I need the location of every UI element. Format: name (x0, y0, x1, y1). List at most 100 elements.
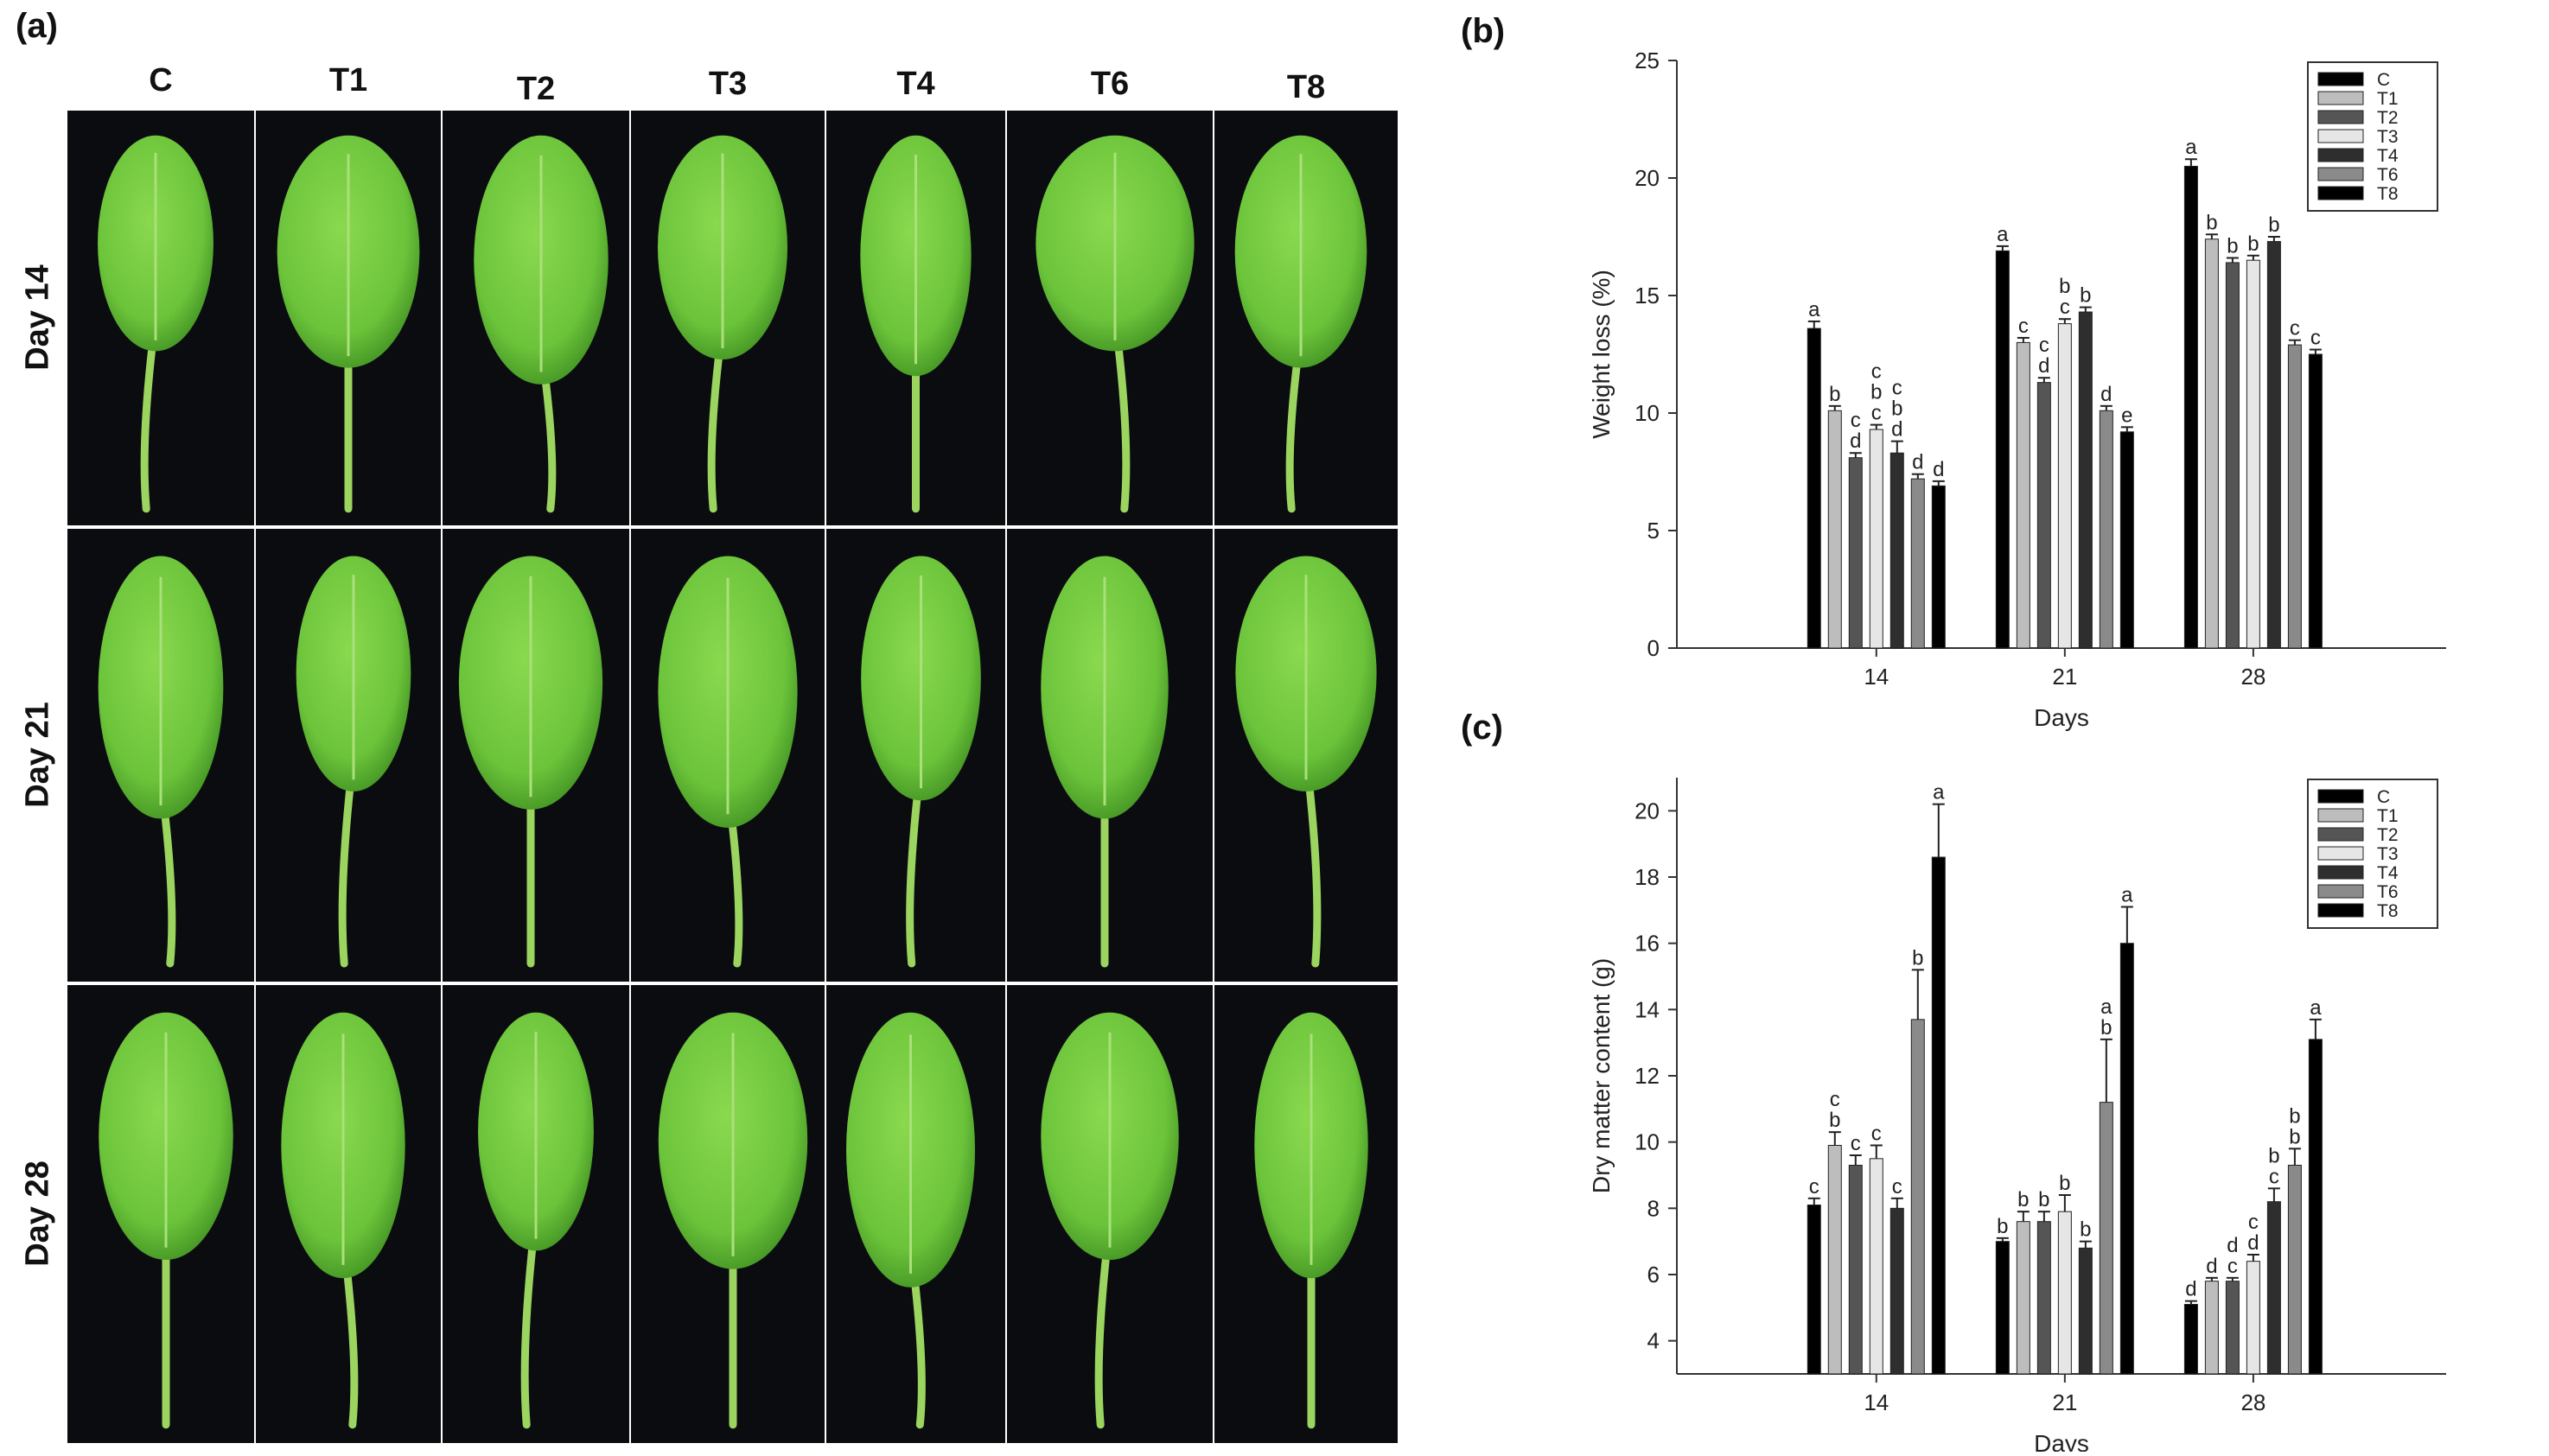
significance-letter: c (2269, 1165, 2279, 1188)
significance-letter: b (2247, 232, 2259, 256)
y-tick-label: 8 (1647, 1195, 1660, 1221)
significance-letter: b (1997, 1215, 2008, 1238)
leaf-photo (826, 985, 1005, 1443)
bar (2057, 323, 2072, 649)
leaf-photo (67, 111, 254, 525)
y-tick-label: 12 (1635, 1063, 1660, 1089)
y-tick-label: 18 (1635, 864, 1660, 890)
photo-row-label: Day 21 (19, 702, 56, 808)
spinach-leaf-icon (98, 135, 213, 513)
x-tick-label: 28 (2240, 664, 2265, 690)
bar (2287, 1165, 2302, 1375)
significance-letter: b (1912, 946, 1923, 970)
spinach-leaf-icon (861, 556, 981, 968)
leaf-photo (1007, 111, 1213, 525)
legend-swatch (2317, 129, 2364, 143)
leaf-photo (631, 529, 825, 982)
bar (1827, 1145, 1842, 1375)
x-tick-label: 21 (2052, 1389, 2077, 1415)
bar (2204, 238, 2219, 649)
bar (1869, 1158, 1883, 1375)
x-tick-label: 14 (1864, 664, 1889, 690)
y-tick-label: 20 (1635, 165, 1660, 191)
significance-letter: e (2121, 404, 2132, 427)
legend-swatch (2317, 808, 2364, 823)
x-axis-title: Days (2034, 1430, 2089, 1452)
significance-letter: b (2206, 211, 2217, 234)
spinach-leaf-icon (657, 135, 788, 513)
significance-letter: b (1870, 381, 1882, 404)
legend-swatch (2317, 865, 2364, 880)
photo-column-label: T2 (516, 71, 556, 107)
leaf-photo (256, 111, 441, 525)
significance-letter: c (1871, 360, 1882, 384)
significance-letter: d (1933, 458, 1944, 481)
legend-swatch (2317, 91, 2364, 105)
bar (1807, 1205, 1821, 1375)
legend-label: T1 (2377, 89, 2399, 109)
spinach-leaf-icon (1235, 556, 1377, 968)
legend-label: C (2377, 787, 2390, 807)
spinach-leaf-icon (458, 556, 603, 968)
panel-label-a: (a) (16, 7, 58, 45)
significance-letter: c (2227, 1255, 2238, 1278)
significance-letter: d (2206, 1255, 2217, 1278)
y-tick-label: 4 (1647, 1328, 1660, 1354)
x-tick-label: 21 (2052, 664, 2077, 690)
x-tick-label: 28 (2240, 1389, 2265, 1415)
legend-label: T2 (2377, 108, 2399, 128)
significance-letter: d (1891, 418, 1902, 442)
significance-letter: c (1892, 1175, 1902, 1198)
bar (2308, 353, 2323, 649)
significance-letter: c (1830, 1088, 1840, 1111)
significance-letter: c (2018, 315, 2029, 338)
significance-letter: d (1912, 451, 1923, 474)
significance-letter: c (2248, 1211, 2259, 1234)
bar (2099, 410, 2113, 649)
bar (2287, 344, 2302, 649)
legend-swatch (2317, 110, 2364, 124)
bar (2266, 1201, 2281, 1375)
photo-column-label: T8 (1286, 69, 1326, 105)
legend-label: T1 (2377, 806, 2399, 826)
bar (1910, 1019, 1925, 1375)
bar (2119, 943, 2134, 1375)
leaf-photo (826, 111, 1005, 525)
significance-letter: d (2185, 1278, 2196, 1301)
legend-label: T8 (2377, 184, 2399, 204)
spinach-leaf-icon (1254, 1012, 1368, 1429)
leaf-photo (1214, 111, 1398, 525)
significance-letter: d (2100, 383, 2112, 406)
bar (1807, 327, 1821, 649)
significance-letter: a (2185, 136, 2197, 159)
bar (2246, 259, 2260, 649)
spinach-leaf-icon (1036, 135, 1195, 513)
leaf-photo (1007, 529, 1213, 982)
legend-label: T8 (2377, 901, 2399, 921)
leaf-photo (1007, 985, 1213, 1443)
bar (2183, 1304, 2198, 1375)
bar (1889, 452, 1904, 649)
legend-label: T6 (2377, 882, 2399, 902)
leaf-photo (256, 529, 441, 982)
significance-letter: b (2038, 1188, 2049, 1211)
significance-letter: d (2038, 354, 2049, 378)
significance-letter: b (2080, 284, 2091, 308)
bar (2183, 165, 2198, 649)
legend-swatch (2317, 789, 2364, 804)
photo-column-label: T6 (1090, 66, 1130, 102)
spinach-leaf-icon (296, 556, 411, 968)
spinach-leaf-icon (658, 1012, 808, 1429)
legend-swatch (2317, 846, 2364, 861)
panel-label-c: (c) (1461, 709, 1503, 747)
bar (2036, 382, 2051, 649)
y-tick-label: 14 (1635, 996, 1660, 1022)
leaf-photo (826, 529, 1005, 982)
y-axis-title: Weight loss (%) (1588, 270, 1615, 439)
significance-letter: d (2227, 1234, 2238, 1257)
photo-column-label: T1 (328, 62, 368, 99)
y-tick-label: 16 (1635, 931, 1660, 957)
bar (2036, 1221, 2051, 1375)
bar (2225, 262, 2240, 649)
photo-column-label: C (149, 62, 173, 99)
